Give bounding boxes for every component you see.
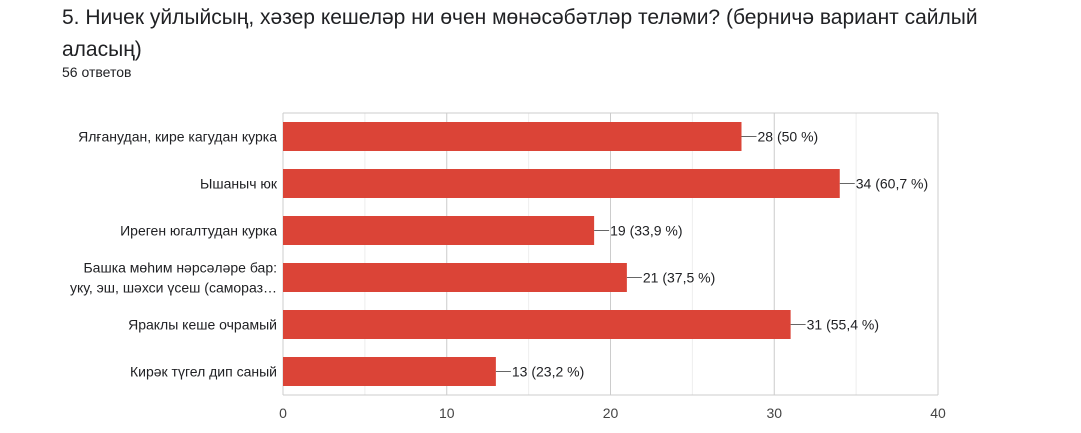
bar [283, 122, 742, 151]
x-tick-label: 40 [930, 405, 946, 421]
value-label: 34 (60,7 %) [856, 176, 928, 192]
category-label: Башка мөһим нәрсәләре бар: [83, 260, 277, 276]
category-label: Яраклы кеше очрамый [128, 317, 277, 333]
value-label: 19 (33,9 %) [610, 223, 682, 239]
question-title: 5. Ничек уйлыйсың, хәзер кешеләр ни өчен… [62, 6, 978, 61]
x-tick-label: 20 [603, 405, 619, 421]
bar [283, 216, 595, 245]
bar [283, 310, 791, 339]
category-label: Иреген югалтудан курка [120, 223, 277, 239]
x-tick-label: 0 [279, 405, 287, 421]
category-label: Ялғанудан, кире кагудан курка [78, 129, 277, 145]
category-label: уку, эш, шәхси үсеш (самораз… [70, 280, 277, 296]
value-label: 13 (23,2 %) [512, 364, 584, 380]
category-label: Ышаныч юк [200, 176, 278, 192]
bar [283, 169, 840, 198]
value-label: 31 (55,4 %) [807, 317, 879, 333]
x-tick-label: 10 [439, 405, 455, 421]
value-label: 28 (50 %) [758, 129, 819, 145]
value-label: 21 (37,5 %) [643, 270, 715, 286]
category-label: Кирәк түгел дип саный [130, 364, 277, 380]
bar [283, 357, 496, 386]
bar [283, 263, 627, 292]
x-tick-label: 30 [766, 405, 782, 421]
response-count: 56 ответов [62, 64, 132, 80]
